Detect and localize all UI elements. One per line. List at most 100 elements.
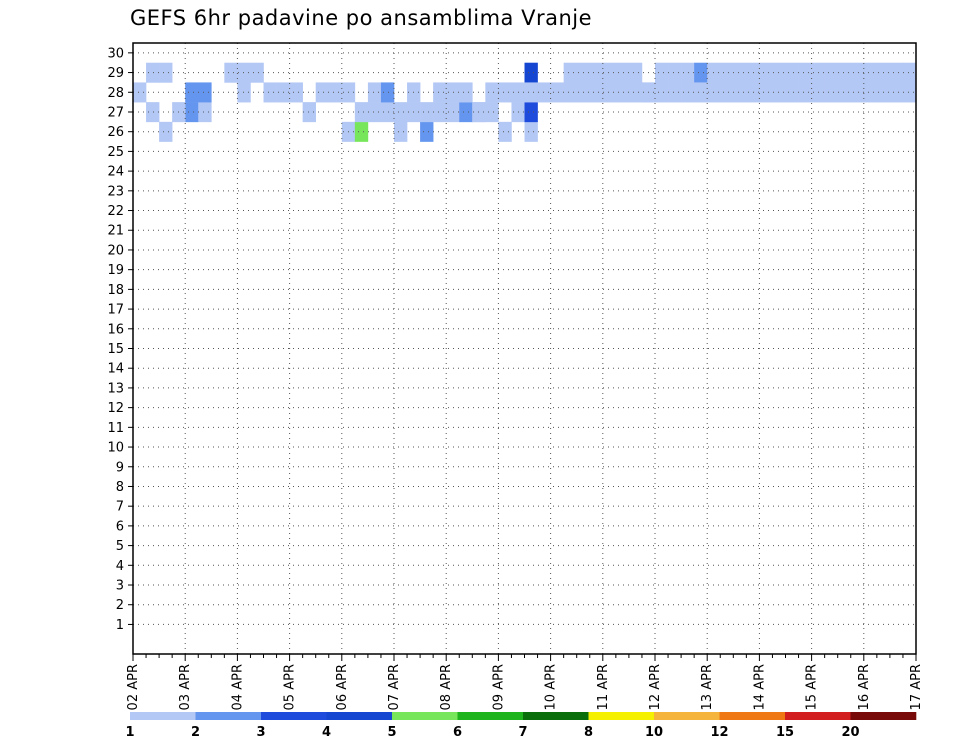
heatmap-cell: [524, 82, 538, 103]
heatmap-cell: [133, 82, 147, 103]
heatmap-cell: [602, 82, 617, 103]
heatmap-cell: [498, 121, 512, 142]
colorbar-segment: [261, 712, 327, 720]
heatmap-cell: [354, 121, 369, 142]
colorbar-segment: [457, 712, 524, 720]
heatmap-cell: [563, 82, 577, 103]
heatmap-cells: [133, 62, 917, 142]
heatmap-cell: [146, 102, 160, 123]
heatmap-cell: [655, 62, 669, 83]
heatmap-cell: [628, 62, 643, 83]
colorbar-segment: [130, 712, 196, 720]
y-tick-label: 5: [116, 539, 124, 554]
x-tick-label: 03 APR: [178, 664, 193, 710]
y-tick-label: 24: [107, 165, 124, 180]
y-tick-label: 8: [116, 480, 124, 495]
heatmap-cell: [668, 62, 682, 83]
heatmap-cell: [433, 82, 447, 103]
heatmap-cell: [850, 82, 865, 103]
heatmap-cell: [550, 82, 564, 103]
heatmap-cell: [759, 82, 773, 103]
colorbar-label: 6: [453, 725, 462, 740]
colorbar-segment: [523, 712, 589, 720]
heatmap-cell: [655, 82, 669, 103]
heatmap-cell: [563, 62, 577, 83]
y-tick-label: 4: [116, 559, 124, 574]
x-tick-label: 11 APR: [596, 664, 611, 710]
colorbar-label: 4: [322, 725, 331, 740]
heatmap-cell: [159, 62, 173, 83]
x-tick-label: 10 APR: [544, 664, 559, 710]
heatmap-cell: [798, 62, 812, 83]
colorbar-segment: [719, 712, 786, 720]
y-tick-label: 20: [107, 243, 124, 258]
y-tick-label: 13: [107, 381, 124, 396]
heatmap-cell: [524, 121, 538, 142]
heatmap-cell: [628, 82, 643, 103]
x-tick-label: 08 APR: [439, 664, 454, 710]
x-tick-label: 09 APR: [491, 664, 506, 710]
x-tick-label: 12 APR: [648, 664, 663, 710]
heatmap-cell: [733, 62, 747, 83]
heatmap-cell: [681, 82, 695, 103]
heatmap-cell: [485, 102, 499, 123]
heatmap-cell: [863, 62, 878, 83]
y-tick-label: 9: [116, 460, 124, 475]
colorbar-segment: [654, 712, 720, 720]
heatmap-cell: [224, 62, 238, 83]
heatmap-cell: [537, 82, 551, 103]
x-tick-label: 16 APR: [857, 664, 872, 710]
y-tick-label: 26: [107, 125, 124, 140]
x-tick-label: 07 APR: [387, 664, 402, 710]
y-tick-label: 28: [107, 86, 124, 101]
heatmap-cell: [798, 82, 812, 103]
heatmap-cell: [485, 82, 499, 103]
heatmap-cell: [850, 62, 865, 83]
y-tick-label: 10: [107, 441, 124, 456]
heatmap-cell: [720, 62, 734, 83]
heatmap-cell: [589, 82, 604, 103]
x-tick-label: 15 APR: [805, 664, 820, 710]
heatmap-cell: [420, 102, 434, 123]
heatmap-cell: [380, 102, 395, 123]
heatmap-cell: [772, 82, 786, 103]
chart-title: GEFS 6hr padavine po ansamblima Vranje: [130, 6, 593, 30]
heatmap-cell: [263, 82, 277, 103]
heatmap-cell: [824, 82, 838, 103]
heatmap-cell: [394, 121, 408, 142]
heatmap-cell: [837, 82, 852, 103]
heatmap-cell: [615, 82, 630, 103]
heatmap-cell: [459, 102, 473, 123]
heatmap-cell: [446, 102, 460, 123]
colorbar-segment: [326, 712, 393, 720]
heatmap-cell: [250, 62, 264, 83]
heatmap-cell: [185, 82, 199, 103]
heatmap-cell: [289, 82, 303, 103]
heatmap-cell: [602, 62, 617, 83]
y-tick-label: 23: [107, 184, 124, 199]
y-tick-label: 11: [107, 421, 124, 436]
heatmap-cell: [420, 121, 434, 142]
heatmap-cell: [615, 62, 630, 83]
heatmap-cell: [433, 102, 447, 123]
heatmap-cell: [589, 62, 604, 83]
heatmap-cell: [380, 82, 395, 103]
colorbar-segment: [195, 712, 262, 720]
heatmap-cell: [863, 82, 878, 103]
heatmap-cell: [889, 82, 904, 103]
heatmap-cell: [902, 82, 917, 103]
colorbar-label: 10: [645, 725, 663, 740]
heatmap-cell: [394, 102, 408, 123]
y-tick-label: 3: [116, 579, 124, 594]
heatmap-cell: [237, 62, 251, 83]
colorbar-label: 20: [841, 725, 859, 740]
y-tick-label: 22: [107, 204, 124, 219]
heatmap-cell: [446, 82, 460, 103]
colorbar-label: 2: [191, 725, 200, 740]
y-tick-label: 18: [107, 283, 124, 298]
heatmap-cell: [237, 82, 251, 103]
y-tick-label: 2: [116, 598, 124, 613]
heatmap-cell: [315, 82, 330, 103]
heatmap-cell: [328, 82, 343, 103]
